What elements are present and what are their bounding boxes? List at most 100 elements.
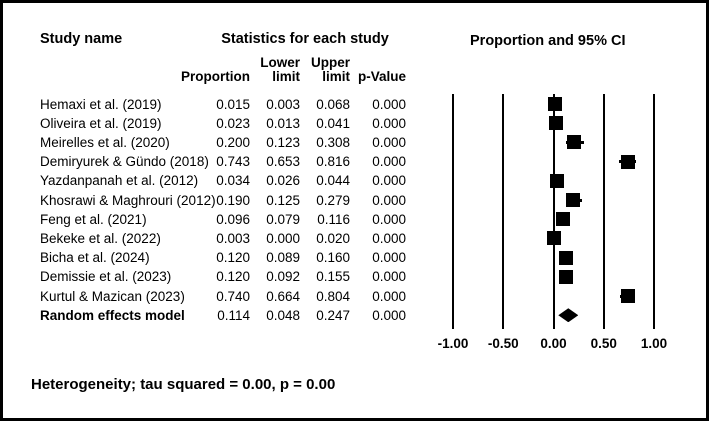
stat-proportion: 0.200 <box>216 134 250 150</box>
column-subheader: Lower <box>260 55 300 70</box>
x-tick-label: -1.00 <box>437 336 469 351</box>
stat-upper-limit: 0.041 <box>316 115 350 131</box>
stat-upper-limit: 0.068 <box>316 96 350 112</box>
plot-title: Proportion and 95% CI <box>470 33 626 49</box>
x-gridline <box>653 94 655 329</box>
x-tick-label: 0.00 <box>540 336 567 351</box>
column-subheader: Upper <box>310 55 350 70</box>
stat-upper-limit: 0.816 <box>316 154 350 170</box>
stat-proportion: 0.114 <box>217 307 250 323</box>
summary-row: Random effects model 0.114 0.048 0.247 0.000 <box>3 306 706 325</box>
stat-p-value: 0.000 <box>372 173 406 189</box>
column-subheader: p-Value <box>357 69 406 84</box>
study-name: Demissie et al. (2023) <box>40 269 172 285</box>
stat-lower-limit: 0.026 <box>266 173 300 189</box>
stat-proportion: 0.190 <box>216 192 250 208</box>
weight-square-marker <box>556 212 571 227</box>
stat-lower-limit: 0.092 <box>266 269 300 285</box>
x-gridline <box>502 94 505 329</box>
stat-p-value: 0.000 <box>372 211 406 227</box>
heterogeneity-note: Heterogeneity; tau squared = 0.00, p = 0… <box>31 376 336 393</box>
study-name: Feng et al. (2021) <box>40 211 147 227</box>
study-name: Bekeke et al. (2022) <box>40 230 161 246</box>
stat-p-value: 0.000 <box>372 269 406 285</box>
weight-square-marker <box>549 173 564 188</box>
stat-proportion: 0.096 <box>216 211 250 227</box>
weight-square-marker <box>558 250 573 265</box>
weight-square-marker <box>558 269 573 284</box>
stat-p-value: 0.000 <box>372 96 406 112</box>
weight-square-marker <box>565 193 580 207</box>
study-row: Feng et al. (2021) 0.096 0.079 0.116 0.000 <box>3 210 706 229</box>
stat-proportion: 0.003 <box>216 230 250 246</box>
stat-upper-limit: 0.116 <box>317 211 350 227</box>
x-tick-label: -0.50 <box>487 336 519 351</box>
stat-upper-limit: 0.279 <box>316 192 350 208</box>
stat-lower-limit: 0.013 <box>266 115 300 131</box>
study-row: Khosrawi & Maghrouri (2012) 0.190 0.125 0.2… <box>3 191 706 210</box>
weight-square-marker <box>548 97 562 111</box>
stat-lower-limit: 0.653 <box>266 154 300 170</box>
weight-square-marker <box>621 154 636 169</box>
x-tick-label: 1.00 <box>640 336 668 351</box>
study-name: Kurtul & Mazican (2023) <box>40 288 185 304</box>
stat-proportion: 0.034 <box>216 173 250 189</box>
column-header-study-name: Study name <box>40 31 123 47</box>
stat-proportion: 0.015 <box>216 96 250 112</box>
x-gridline <box>602 94 605 329</box>
column-subheader: limit <box>322 69 350 84</box>
study-name: Bicha et al. (2024) <box>40 250 150 266</box>
study-name: Yazdanpanah et al. (2012) <box>40 173 199 189</box>
x-gridline <box>452 94 454 329</box>
stat-upper-limit: 0.308 <box>316 134 350 150</box>
study-name: Oliveira et al. (2019) <box>40 115 162 131</box>
stat-proportion: 0.120 <box>216 269 250 285</box>
stat-p-value: 0.000 <box>372 307 406 323</box>
stat-lower-limit: 0.089 <box>266 250 300 266</box>
stat-proportion: 0.740 <box>216 288 250 304</box>
stat-lower-limit: 0.000 <box>266 230 300 246</box>
stat-proportion: 0.743 <box>216 154 250 170</box>
stat-lower-limit: 0.003 <box>266 96 300 112</box>
stat-upper-limit: 0.160 <box>316 250 350 266</box>
stat-p-value: 0.000 <box>372 288 406 304</box>
stat-lower-limit: 0.664 <box>266 288 300 304</box>
study-name: Random effects model <box>40 307 185 323</box>
stat-proportion: 0.023 <box>216 115 250 131</box>
stat-p-value: 0.000 <box>372 154 406 170</box>
stat-p-value: 0.000 <box>372 115 406 131</box>
weight-square-marker <box>546 231 561 246</box>
stat-upper-limit: 0.247 <box>316 307 350 323</box>
stat-lower-limit: 0.079 <box>266 211 300 227</box>
stat-upper-limit: 0.155 <box>316 269 350 285</box>
stat-lower-limit: 0.125 <box>266 192 300 208</box>
study-row: Demissie et al. (2023) 0.120 0.092 0.155 0.0… <box>3 267 706 286</box>
stat-p-value: 0.000 <box>372 134 406 150</box>
x-gridline <box>552 94 555 329</box>
study-name: Meirelles et al. (2020) <box>40 134 170 150</box>
study-row: Oliveira et al. (2019) 0.023 0.013 0.041 0.0… <box>3 114 706 133</box>
column-header-statistics: Statistics for each study <box>221 31 389 47</box>
x-tick-label: 0.50 <box>590 336 617 351</box>
study-name: Khosrawi & Maghrouri (2012) <box>40 192 216 208</box>
stat-lower-limit: 0.048 <box>266 307 300 323</box>
study-row: Hemaxi et al. (2019) 0.015 0.003 0.068 0.000 <box>3 95 706 114</box>
stat-p-value: 0.000 <box>372 192 406 208</box>
stat-p-value: 0.000 <box>372 250 406 266</box>
summary-diamond-marker <box>558 308 579 323</box>
weight-square-marker <box>566 135 581 150</box>
study-row: Yazdanpanah et al. (2012) 0.034 0.026 0.044… <box>3 171 706 190</box>
stat-proportion: 0.120 <box>216 250 250 266</box>
stat-upper-limit: 0.804 <box>316 288 350 304</box>
study-row: Demiryurek & Gündo (2018) 0.743 0.653 0.816… <box>3 152 706 171</box>
study-name: Demiryurek & Gündo (2018) <box>40 154 209 170</box>
study-row: Bekeke et al. (2022) 0.003 0.000 0.020 0.000 <box>3 229 706 248</box>
study-row: Kurtul & Mazican (2023) 0.740 0.664 0.804 0.… <box>3 287 706 306</box>
study-row: Meirelles et al. (2020) 0.200 0.123 0.308 0.… <box>3 133 706 152</box>
stat-upper-limit: 0.044 <box>316 173 350 189</box>
study-name: Hemaxi et al. (2019) <box>40 96 162 112</box>
column-subheader: limit <box>272 69 300 84</box>
study-row: Bicha et al. (2024) 0.120 0.089 0.160 0.000 <box>3 248 706 267</box>
stat-lower-limit: 0.123 <box>266 134 300 150</box>
